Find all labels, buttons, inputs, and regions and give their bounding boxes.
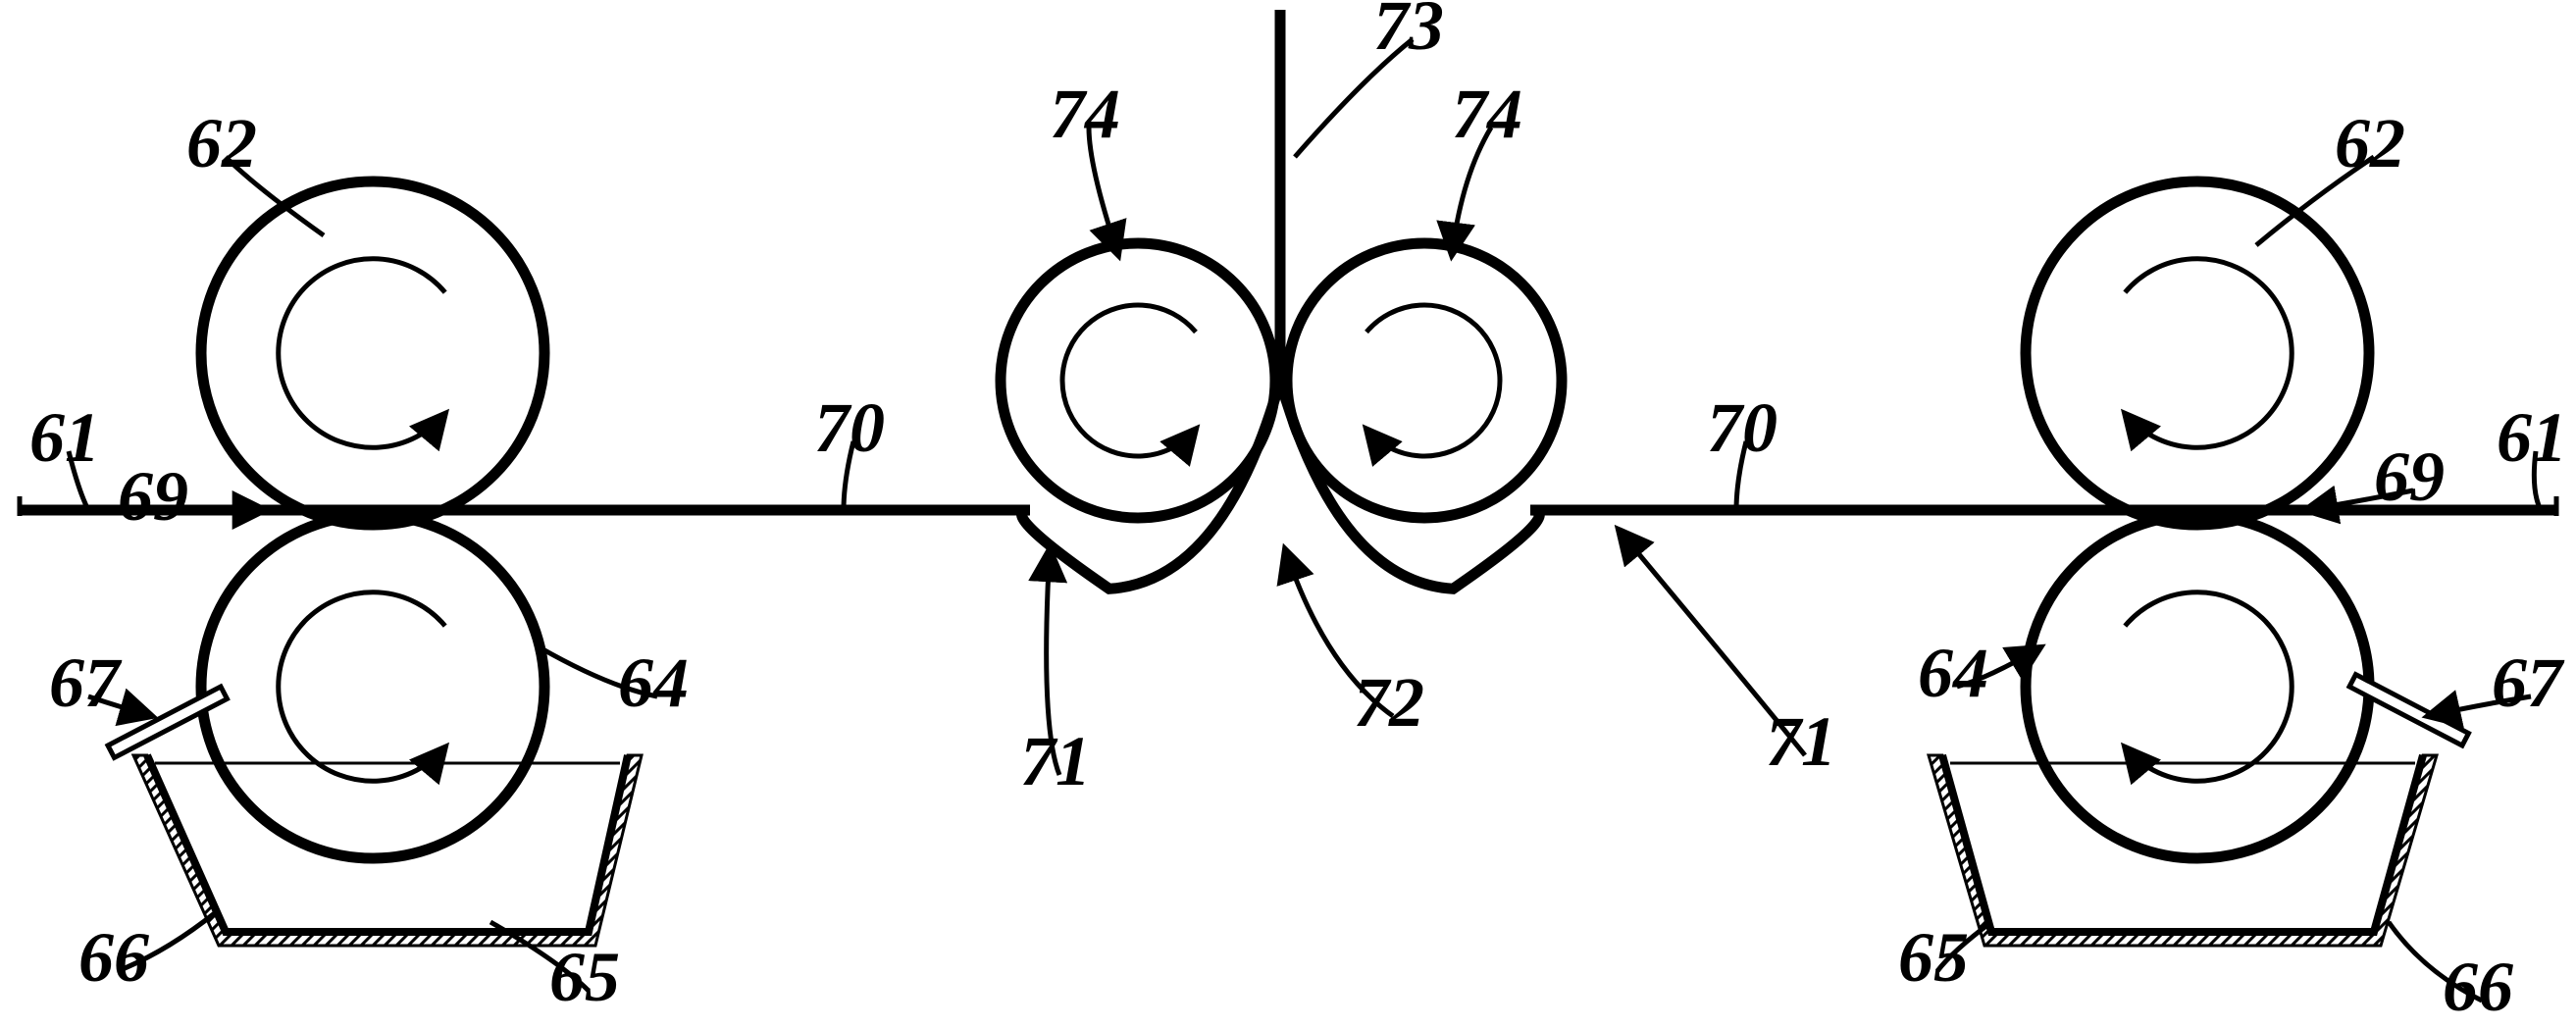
roller-right-upper: [2026, 181, 2369, 525]
roller-left-upper-rotation-icon: [279, 259, 445, 448]
roller-right-lower: [2026, 515, 2369, 858]
label-69R: 69: [2374, 437, 2445, 516]
label-62L: 62: [186, 104, 257, 182]
label-66R: 66: [2443, 948, 2513, 1026]
label-65R: 65: [1898, 918, 1969, 997]
label-61R: 61: [2497, 398, 2567, 477]
label-70R: 70: [1707, 388, 1777, 467]
roller-left-lower: [201, 515, 544, 858]
trough-right-wall-hatch: [1929, 755, 2437, 946]
label-65L: 65: [549, 938, 620, 1016]
label-61L: 61: [29, 398, 100, 477]
label-67R: 67: [2492, 643, 2565, 722]
roller-mid-left: [1001, 243, 1275, 518]
label-71R: 71: [1766, 702, 1836, 781]
label-74R: 74: [1452, 75, 1522, 153]
label-66L: 66: [78, 918, 149, 997]
label-72: 72: [1354, 663, 1424, 742]
label-64R: 64: [1918, 634, 1988, 712]
label-73: 73: [1373, 0, 1444, 65]
label-74L: 74: [1050, 75, 1120, 153]
roller-right-lower-rotation-icon: [2125, 592, 2292, 782]
label-62R: 62: [2335, 104, 2405, 182]
roller-left-upper: [201, 181, 544, 525]
label-69L: 69: [118, 457, 188, 536]
roller-mid-right-rotation-icon: [1366, 305, 1500, 456]
roller-right-upper-rotation-icon: [2125, 259, 2292, 448]
roller-left-lower-rotation-icon: [279, 592, 445, 782]
roller-mid-left-rotation-icon: [1062, 305, 1196, 456]
label-67L: 67: [49, 643, 123, 722]
label-64L: 64: [618, 643, 689, 722]
roller-mid-right: [1287, 243, 1562, 518]
label-71L: 71: [1020, 722, 1091, 800]
patent-figure: 61 61 62 62 64 64 65 65 66 66 67 67 69 69 70 70 71 71 72 73…: [0, 0, 2576, 1028]
label-70L: 70: [814, 388, 885, 467]
